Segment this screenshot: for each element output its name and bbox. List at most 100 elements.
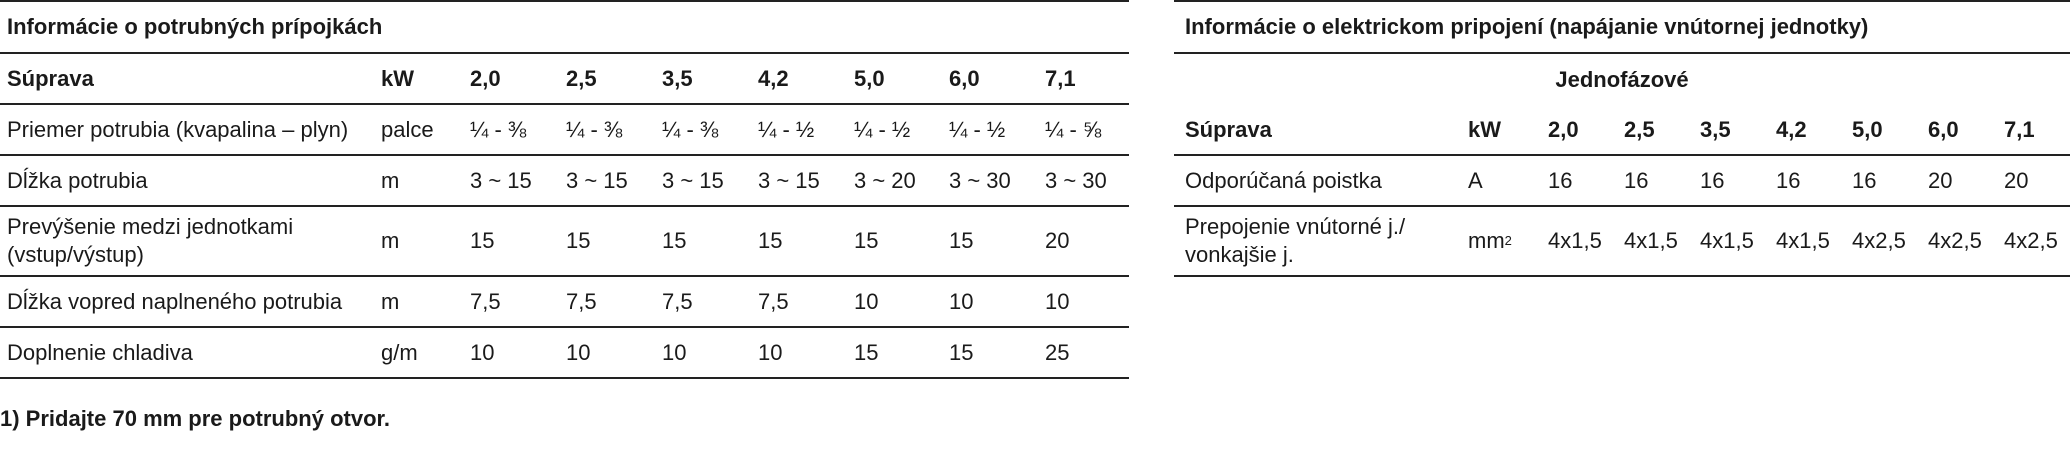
row-unit-base: mm xyxy=(1468,228,1505,253)
header-kw-2-5: 2,5 xyxy=(1624,116,1655,142)
row-value: 4x1,5 xyxy=(1624,228,1678,253)
table-title: Informácie o potrubných prípojkách xyxy=(7,14,383,39)
row-value: 20 xyxy=(1045,228,1070,253)
row-value: 4x1,5 xyxy=(1700,228,1754,253)
row-value: 15 xyxy=(662,228,687,253)
row-value: 7,5 xyxy=(662,288,693,314)
row-unit: m xyxy=(381,167,400,193)
row-label-line-2: (vstup/výstup) xyxy=(7,242,144,267)
row-value: 10 xyxy=(566,339,591,365)
pipe-connection-table: Informácie o potrubných prípojkách Súpra… xyxy=(0,0,1129,379)
header-kw-2-5: 2,5 xyxy=(566,65,597,91)
row-value: 4x2,5 xyxy=(1852,228,1906,253)
row-value: 15 xyxy=(470,228,495,253)
table-title-row: Informácie o elektrickom pripojení (napá… xyxy=(1174,0,2070,54)
row-value: 3 ~ 15 xyxy=(662,167,724,193)
header-kw-7-1: 7,1 xyxy=(1045,65,1076,91)
row-value: 16 xyxy=(1700,167,1725,193)
row-value: 4x2,5 xyxy=(1928,228,1982,253)
table-title: Informácie o elektrickom pripojení (napá… xyxy=(1185,14,1869,39)
row-value: 15 xyxy=(758,228,783,253)
header-unit: kW xyxy=(381,65,414,91)
table-header-row: Súprava kW 2,0 2,5 3,5 4,2 5,0 6,0 7,1 xyxy=(1174,105,2070,156)
row-label: Dĺžka vopred naplneného potrubia xyxy=(7,288,343,314)
row-value: 4x1,5 xyxy=(1776,228,1830,253)
table-row: Odporúčaná poistka A 16 16 16 16 16 20 2… xyxy=(1174,156,2070,207)
row-value: 4x1,5 xyxy=(1548,228,1602,253)
row-label: Prevýšenie medzi jednotkami (vstup/výstu… xyxy=(7,207,293,275)
row-value: 3 ~ 20 xyxy=(854,167,916,193)
row-unit: A xyxy=(1468,167,1483,193)
row-label: Dĺžka potrubia xyxy=(7,167,148,193)
table-header-row: Súprava kW 2,0 2,5 3,5 4,2 5,0 6,0 7,1 xyxy=(0,54,1129,105)
row-value: 10 xyxy=(1045,288,1070,314)
header-kw-4-2: 4,2 xyxy=(758,65,789,91)
header-label: Súprava xyxy=(7,65,94,91)
row-value: 7,5 xyxy=(470,288,501,314)
header-unit: kW xyxy=(1468,116,1501,142)
row-value: 15 xyxy=(854,339,879,365)
row-value: 16 xyxy=(1852,167,1877,193)
row-value: 25 xyxy=(1045,339,1070,365)
phase-subheader-row: Jednofázové xyxy=(1174,54,2070,105)
table-row: Dĺžka potrubia m 3 ~ 15 3 ~ 15 3 ~ 15 3 … xyxy=(0,156,1129,207)
row-value: 3 ~ 30 xyxy=(949,167,1011,193)
row-value: ¼ - ⅜ xyxy=(566,116,623,142)
row-label-line-1: Prevýšenie medzi jednotkami xyxy=(7,214,294,239)
phase-subheader: Jednofázové xyxy=(1555,66,1689,92)
row-value: 15 xyxy=(949,339,974,365)
row-value: ¼ - ⅜ xyxy=(662,116,719,142)
header-kw-2-0: 2,0 xyxy=(470,65,501,91)
row-label: Prepojenie vnútorné j./ vonkajšie j. xyxy=(1185,207,1405,275)
header-kw-2-0: 2,0 xyxy=(1548,116,1579,142)
header-kw-6-0: 6,0 xyxy=(1928,116,1959,142)
header-kw-7-1: 7,1 xyxy=(2004,116,2035,142)
row-value: 3 ~ 30 xyxy=(1045,167,1107,193)
table-row: Doplnenie chladiva g/m 10 10 10 10 15 15… xyxy=(0,328,1129,379)
row-value: 4x2,5 xyxy=(2004,228,2058,253)
row-label-line-2: vonkajšie j. xyxy=(1185,242,1294,267)
header-label: Súprava xyxy=(1185,116,1272,142)
row-unit: g/m xyxy=(381,339,418,365)
footnote: 1) Pridajte 70 mm pre potrubný otvor. xyxy=(0,406,390,431)
row-label: Doplnenie chladiva xyxy=(7,339,193,365)
header-kw-6-0: 6,0 xyxy=(949,65,980,91)
row-unit: palce xyxy=(381,116,434,142)
row-value: 7,5 xyxy=(758,288,789,314)
row-label: Priemer potrubia (kvapalina – plyn) xyxy=(7,116,349,142)
row-value: 10 xyxy=(949,288,974,314)
table-row: Prepojenie vnútorné j./ vonkajšie j. mm 2… xyxy=(1174,207,2070,277)
header-kw-5-0: 5,0 xyxy=(1852,116,1883,142)
row-value: ¼ - ⅜ xyxy=(470,116,527,142)
row-value: 10 xyxy=(470,339,495,365)
table-row: Dĺžka vopred naplneného potrubia m 7,5 7… xyxy=(0,277,1129,328)
header-kw-3-5: 3,5 xyxy=(1700,116,1731,142)
row-value: 3 ~ 15 xyxy=(758,167,820,193)
row-value: 10 xyxy=(758,339,783,365)
row-value: 16 xyxy=(1624,167,1649,193)
row-label: Odporúčaná poistka xyxy=(1185,167,1382,193)
row-value: 16 xyxy=(1776,167,1801,193)
row-value: ¼ - ½ xyxy=(854,116,911,142)
row-value: 3 ~ 15 xyxy=(566,167,628,193)
row-value: 15 xyxy=(949,228,974,253)
row-label-line-1: Prepojenie vnútorné j./ xyxy=(1185,214,1406,239)
row-value: 15 xyxy=(566,228,591,253)
row-value: 3 ~ 15 xyxy=(470,167,532,193)
electrical-connection-table: Informácie o elektrickom pripojení (napá… xyxy=(1174,0,2070,277)
row-value: ¼ - ½ xyxy=(949,116,1006,142)
row-value: 20 xyxy=(1928,167,1953,193)
header-kw-3-5: 3,5 xyxy=(662,65,693,91)
table-title-row: Informácie o potrubných prípojkách xyxy=(0,0,1129,54)
table-row: Priemer potrubia (kvapalina – plyn) palc… xyxy=(0,105,1129,156)
row-unit: mm 2 xyxy=(1468,228,1512,253)
header-kw-4-2: 4,2 xyxy=(1776,116,1807,142)
row-value: ¼ - ½ xyxy=(758,116,815,142)
row-value: ¼ - ⅝ xyxy=(1045,116,1102,142)
row-value: 16 xyxy=(1548,167,1573,193)
table-row: Prevýšenie medzi jednotkami (vstup/výstu… xyxy=(0,207,1129,277)
row-value: 10 xyxy=(854,288,879,314)
row-unit: m xyxy=(381,228,400,253)
row-value: 20 xyxy=(2004,167,2029,193)
row-value: 7,5 xyxy=(566,288,597,314)
